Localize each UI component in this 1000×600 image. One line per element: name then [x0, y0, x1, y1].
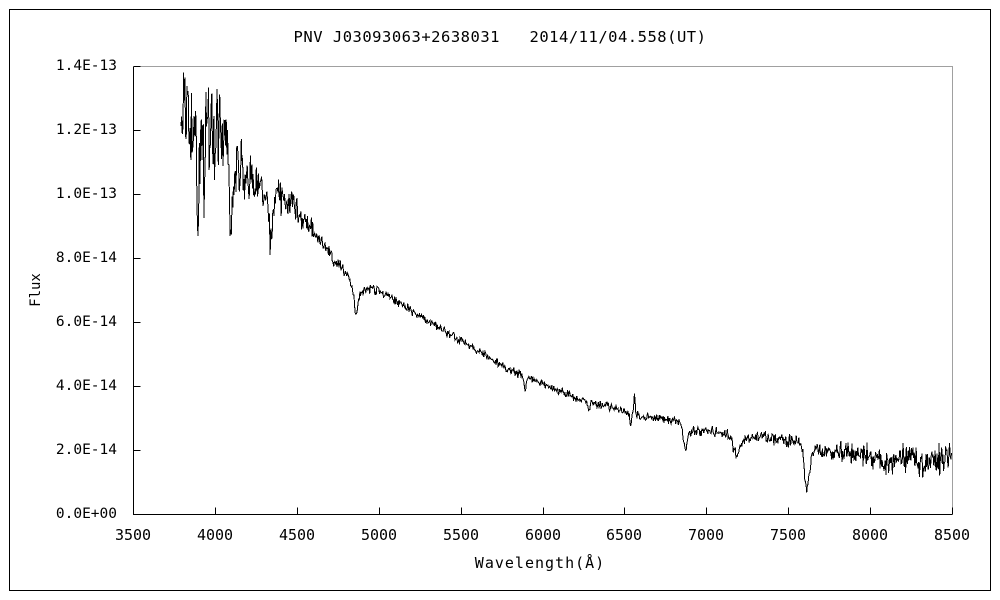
y-tick-label: 6.0E-14 — [55, 314, 117, 330]
y-tick-label: 2.0E-14 — [55, 442, 117, 458]
x-tick-label: 8000 — [851, 526, 889, 544]
y-tick-label: 4.0E-14 — [55, 378, 117, 394]
y-tick-label: 1.4E-13 — [55, 58, 117, 74]
x-tick-label: 3500 — [114, 526, 152, 544]
y-tick-label: 0.0E+00 — [55, 506, 117, 522]
x-tick-label: 5500 — [442, 526, 480, 544]
y-tick-label: 8.0E-14 — [55, 250, 117, 266]
x-tick-label: 6500 — [605, 526, 643, 544]
x-tick-label: 5000 — [360, 526, 398, 544]
x-tick-label: 7500 — [769, 526, 807, 544]
y-tick-label: 1.0E-13 — [55, 186, 117, 202]
x-tick-label: 4000 — [196, 526, 234, 544]
x-tick-label: 7000 — [687, 526, 725, 544]
y-tick-label: 1.2E-13 — [55, 122, 117, 138]
x-axis-title: Wavelength(Å) — [474, 554, 606, 572]
x-tick-label: 8500 — [933, 526, 971, 544]
chart-title: PNV J03093063+2638031 2014/11/04.558(UT) — [293, 28, 707, 46]
x-tick-label: 6000 — [524, 526, 562, 544]
outer-border — [9, 9, 991, 591]
x-tick-label: 4500 — [278, 526, 316, 544]
spectrum-line — [180, 72, 952, 493]
